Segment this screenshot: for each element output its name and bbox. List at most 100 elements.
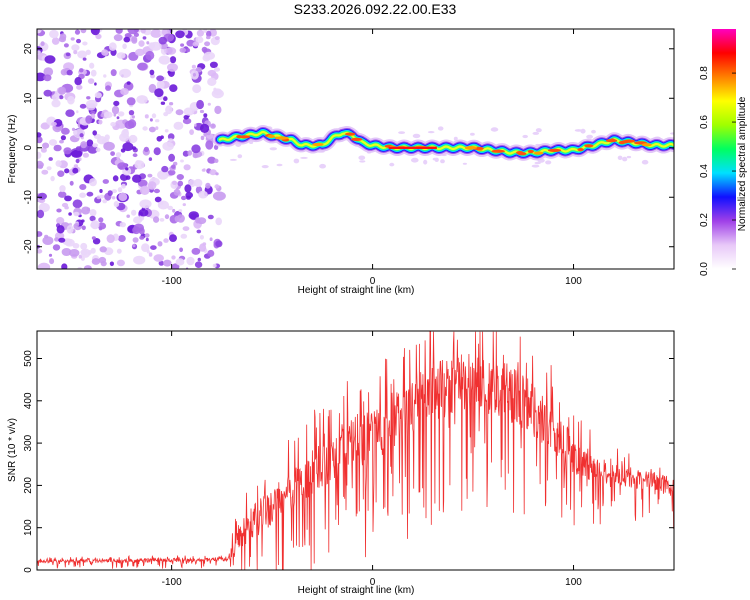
noise-speckle [40, 41, 45, 47]
noise-speckle [213, 88, 223, 95]
noise-speckle [52, 244, 61, 251]
spectral-ridge [212, 125, 674, 161]
y-tick-label: -20 [23, 239, 34, 254]
noise-speckle [215, 172, 219, 176]
noise-speckle [161, 165, 169, 173]
noise-speckle [88, 266, 92, 269]
noise-speckle [95, 147, 101, 152]
noise-speckle [169, 234, 177, 243]
faint-speckle [670, 132, 674, 135]
noise-speckle [148, 83, 157, 93]
noise-speckle [37, 262, 51, 269]
noise-speckle [37, 231, 43, 237]
noise-speckle [214, 105, 222, 115]
noise-speckle [82, 41, 88, 46]
noise-speckle [150, 29, 162, 38]
noise-speckle [158, 55, 171, 65]
noise-speckle [79, 184, 87, 190]
noise-speckle [48, 157, 53, 161]
noise-speckle [194, 261, 203, 269]
noise-speckle [175, 109, 184, 116]
noise-speckle [98, 217, 104, 223]
noise-speckle [69, 180, 74, 186]
noise-speckle [189, 129, 195, 136]
snr-y-label: SNR (10 * v/v) [7, 418, 18, 482]
noise-speckle [86, 139, 94, 147]
noise-speckle [142, 126, 148, 131]
y-tick-label: 0 [23, 145, 34, 151]
noise-speckle [154, 88, 164, 98]
faint-speckle [626, 155, 632, 159]
faint-speckle [440, 159, 445, 164]
faint-speckle [532, 131, 540, 135]
noise-speckle [98, 256, 107, 264]
y-tick-label: 10 [23, 92, 34, 104]
colorbar-tick-label: 0.8 [699, 66, 710, 80]
noise-speckle [125, 167, 129, 171]
noise-speckle [168, 153, 176, 162]
noise-speckle [139, 199, 152, 209]
noise-speckle [99, 246, 107, 253]
noise-speckle [191, 144, 201, 154]
ridge-hotspot [239, 135, 251, 139]
y-tick-label: 0 [23, 567, 34, 573]
noise-speckle [75, 158, 80, 164]
noise-speckle [119, 133, 130, 142]
noise-speckle [132, 237, 139, 243]
heatmap-x-ticks: -100 0 100 [162, 29, 582, 287]
noise-speckle [103, 111, 113, 119]
noise-speckle [132, 244, 136, 248]
noise-speckle [213, 144, 219, 150]
noise-speckle [169, 84, 178, 92]
faint-speckle [490, 127, 499, 132]
noise-speckle [163, 96, 168, 102]
noise-speckle [68, 249, 80, 257]
noise-speckle [37, 151, 42, 159]
noise-speckle [160, 135, 164, 139]
noise-speckle [75, 223, 80, 227]
noise-speckle [64, 195, 72, 202]
noise-speckle [48, 139, 58, 146]
ridge-hotspot [274, 136, 289, 140]
noise-speckle [118, 235, 126, 242]
noise-speckle [96, 136, 107, 145]
noise-speckle [202, 242, 207, 246]
noise-speckle [180, 233, 188, 239]
x-tick-label: 0 [370, 577, 376, 588]
ridge-hotspot [464, 146, 478, 150]
noise-speckle [192, 84, 202, 94]
noise-speckle [207, 102, 211, 106]
noise-speckle [195, 36, 204, 44]
noise-speckle [66, 225, 74, 234]
noise-speckle [139, 185, 150, 195]
noise-speckle [157, 170, 169, 180]
noise-speckle [131, 115, 135, 119]
noise-speckle [162, 141, 174, 151]
noise-speckle [156, 80, 165, 90]
heatmap-x-label: Height of straight line (km) [298, 285, 415, 296]
noise-speckle [128, 110, 135, 116]
noise-speckle [198, 190, 208, 199]
noise-speckle [178, 209, 183, 213]
noise-speckle [92, 130, 97, 136]
noise-speckle [111, 105, 120, 115]
heatmap-y-label: Frequency (Hz) [7, 115, 18, 184]
noise-speckle [59, 139, 64, 144]
noise-speckle [157, 241, 163, 247]
noise-speckle [145, 237, 149, 242]
noise-speckle [42, 236, 54, 246]
noise-speckle [186, 48, 191, 53]
faint-speckle [293, 158, 300, 164]
noise-speckle [110, 151, 115, 157]
noise-speckle [108, 42, 117, 51]
noise-speckle [85, 99, 98, 109]
snr-y-ticks: 0 100 200 300 400 500 [23, 350, 674, 573]
faint-speckle [269, 147, 277, 151]
noise-speckle [91, 258, 101, 265]
noise-speckle [138, 227, 145, 235]
noise-speckle [125, 175, 131, 180]
noise-speckle [51, 37, 60, 45]
noise-speckle [99, 194, 105, 199]
noise-speckle [70, 37, 75, 41]
